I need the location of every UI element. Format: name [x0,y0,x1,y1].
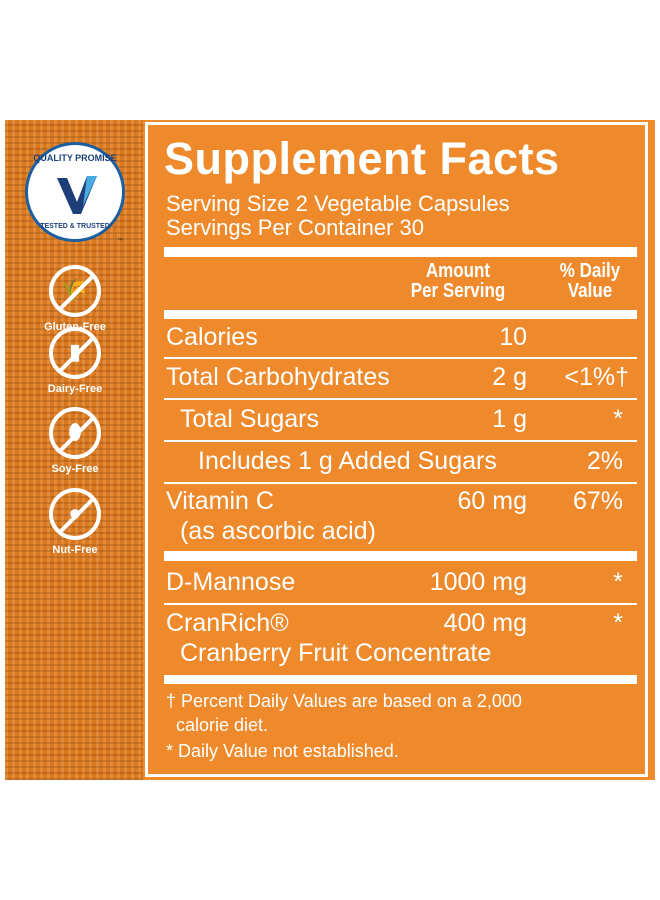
nut-free-badge: ● Nut-Free [30,488,120,556]
badge-label: Soy-Free [51,463,99,475]
dairy-free-badge: ▮ Dairy-Free [30,327,120,395]
divider-thick [164,551,637,561]
serving-size: Serving Size 2 Vegetable Capsules [166,191,510,216]
footnote-daily-values: † Percent Daily Values are based on a 2,… [166,691,522,711]
nutrient-amount: 1 g [492,405,527,433]
divider-thick [164,310,637,319]
nutrient-dv: 2% [586,447,623,475]
nutrient-name: Vitamin C [166,487,274,515]
divider [164,398,637,400]
nutrient-dv: 67% [572,487,623,515]
divider [164,357,637,359]
nutrient-dv: * [613,609,623,637]
header-amount: Amount [425,260,491,282]
nutrient-amount: 10 [499,323,527,351]
badge-bottom-text: TESTED & TRUSTED [40,223,110,230]
nutrient-dv: <1%† [564,363,629,391]
divider [164,482,637,484]
supplement-facts-label: Supplement Facts Serving Size 2 Vegetabl… [145,122,648,777]
badge-top-text: QUALITY PROMISE [33,153,117,163]
nutrient-name: CranRich® [166,609,289,637]
header-value: Value [567,280,613,302]
gluten-free-badge: 🌾 Gluten-Free [30,265,120,333]
divider [164,603,637,605]
nutrient-amount: 1000 mg [429,568,527,596]
soy-free-badge: ⬮ Soy-Free [30,407,120,475]
nutrient-amount: 400 mg [443,609,527,637]
nutrient-amount: 60 mg [457,487,527,515]
badge-label: Dairy-Free [47,383,103,395]
nutrient-name: Total Sugars [180,405,319,433]
nutrient-dv: * [613,568,623,596]
burlap-strip: QUALITY PROMISE TESTED & TRUSTED ™ 🌾 Glut… [5,120,143,780]
trademark: ™ [117,238,123,244]
footnote-not-established: * Daily Value not established. [166,741,399,761]
bottle-icon: ▮ [68,339,82,364]
nutrient-name: Calories [166,323,258,351]
divider [164,440,637,442]
checkmark-v-icon [57,176,97,214]
badge-label: Nut-Free [52,544,98,556]
footnote-daily-values-cont: calorie diet. [176,715,269,735]
product-panel: QUALITY PROMISE TESTED & TRUSTED ™ 🌾 Glut… [5,120,655,780]
nutrient-subname: Cranberry Fruit Concentrate [180,639,492,667]
wheat-icon: 🌾 [61,277,89,302]
header-per-serving: Per Serving [410,280,506,302]
servings-per-container: Servings Per Container 30 [166,215,425,240]
divider-thick [164,247,637,257]
label-title: Supplement Facts [164,133,560,184]
nutrient-name: D-Mannose [166,568,296,596]
nutrient-name: Includes 1 g Added Sugars [198,447,497,475]
nutrient-subname: (as ascorbic acid) [180,517,376,545]
nutrient-name: Total Carbohydrates [166,363,390,391]
nutrient-amount: 2 g [492,363,527,391]
soybean-icon: ⬮ [68,419,82,444]
header-daily: % Daily [559,260,621,282]
nutrient-dv: * [613,405,623,433]
quality-promise-badge: QUALITY PROMISE TESTED & TRUSTED [25,142,125,242]
peanut-icon: ● [68,500,82,525]
divider-thick [164,675,637,684]
